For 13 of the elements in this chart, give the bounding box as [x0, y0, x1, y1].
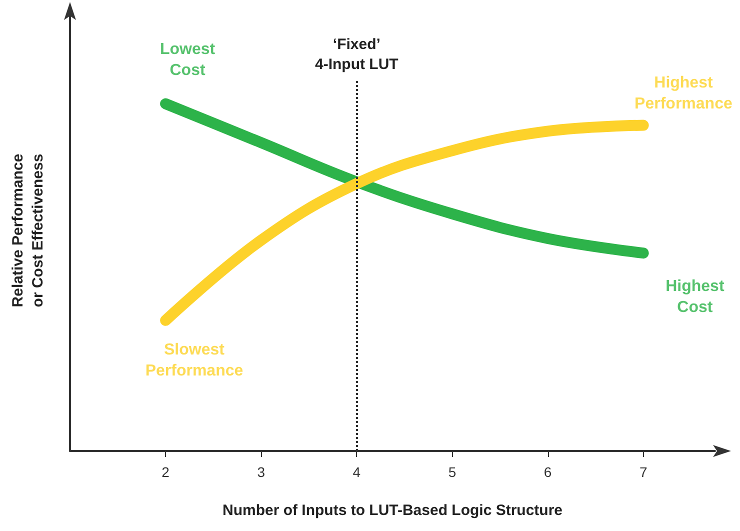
text: Lowest Cost	[160, 41, 216, 80]
x-tick-label: 4	[352, 464, 361, 480]
x-tick-label: 7	[639, 464, 648, 480]
annotation: Highest Performance	[634, 74, 732, 112]
x-tick-label: 5	[448, 464, 456, 480]
x-tick-label: 2	[162, 464, 170, 480]
annotation: Slowest Performance	[145, 342, 244, 380]
annotation: Highest Cost	[666, 278, 725, 316]
y-axis-title: Relative Performance or Cost Effectiveness	[10, 154, 46, 308]
ref-line-label: ‘Fixed’ 4-Input LUT	[315, 36, 398, 73]
x-axis-title: Number of Inputs to LUT-Based Logic Structure	[222, 502, 563, 519]
x-tick-label: 3	[257, 464, 266, 480]
x-tick-label: 6	[544, 464, 552, 480]
